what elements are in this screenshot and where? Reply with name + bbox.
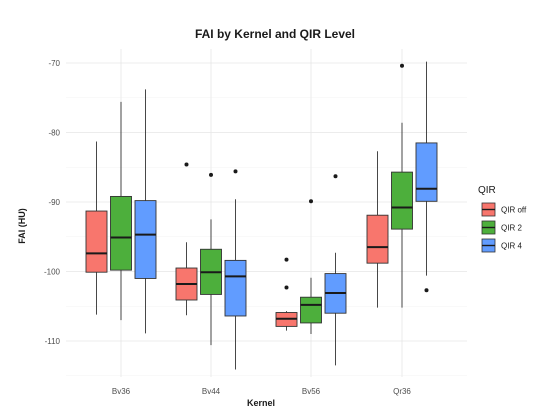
legend: QIR QIR off QIR 2 QIR 4 bbox=[478, 185, 527, 253]
box-qir-off-bv56 bbox=[275, 257, 298, 331]
y-tick-label: -110 bbox=[45, 337, 61, 346]
iqr-box bbox=[134, 200, 157, 279]
y-tick-label: -80 bbox=[48, 129, 60, 138]
y-tick-label: -100 bbox=[44, 268, 61, 277]
iqr-box bbox=[391, 171, 413, 230]
iqr-box bbox=[110, 195, 132, 271]
outlier-point bbox=[184, 162, 189, 167]
box-qir-4-bv44 bbox=[224, 169, 247, 370]
x-tick-label: Qr36 bbox=[393, 387, 411, 396]
legend-label: QIR 4 bbox=[501, 242, 522, 251]
outlier-point bbox=[333, 174, 338, 179]
outlier-point bbox=[209, 172, 213, 177]
box-qir-off-qr36 bbox=[366, 151, 389, 308]
outlier-point bbox=[424, 288, 429, 293]
box-qir-2-qr36 bbox=[391, 63, 413, 308]
legend-item-qir-4: QIR 4 bbox=[481, 238, 522, 253]
outlier-point bbox=[284, 285, 289, 290]
box-qir-off-bv44 bbox=[175, 162, 198, 316]
y-axis-ticks: -70 -80 -90 -100 -110 bbox=[44, 59, 61, 346]
box-qir-2-bv56 bbox=[300, 199, 322, 335]
iqr-box bbox=[366, 214, 389, 264]
y-tick-label: -70 bbox=[48, 59, 60, 68]
legend-label: QIR 2 bbox=[501, 224, 522, 233]
legend-item-qir-off: QIR off bbox=[481, 202, 527, 217]
y-axis-title: FAI (HU) bbox=[17, 208, 27, 244]
x-axis-title: Kernel bbox=[247, 398, 275, 408]
legend-title: QIR bbox=[478, 185, 496, 196]
x-tick-label: Bv56 bbox=[302, 387, 321, 396]
box-qir-4-bv36 bbox=[134, 89, 157, 334]
box-qir-4-qr36 bbox=[415, 61, 438, 293]
chart-title: FAI by Kernel and QIR Level bbox=[195, 27, 355, 41]
legend-item-qir-2: QIR 2 bbox=[481, 220, 522, 235]
outlier-point bbox=[309, 199, 313, 204]
box-groups bbox=[85, 61, 438, 370]
x-tick-label: Bv36 bbox=[112, 387, 131, 396]
iqr-box bbox=[415, 142, 438, 202]
box-qir-2-bv44 bbox=[200, 172, 222, 346]
y-tick-label: -90 bbox=[48, 198, 60, 207]
box-qir-4-bv56 bbox=[324, 174, 347, 366]
x-tick-label: Bv44 bbox=[202, 387, 221, 396]
iqr-box bbox=[300, 296, 322, 324]
legend-items: QIR off QIR 2 QIR 4 bbox=[481, 202, 527, 253]
iqr-box bbox=[224, 259, 247, 317]
box-qir-off-bv36 bbox=[85, 141, 108, 315]
legend-label: QIR off bbox=[501, 206, 527, 215]
iqr-box bbox=[85, 210, 108, 273]
outlier-point bbox=[233, 169, 238, 174]
x-axis-ticks: Bv36 Bv44 Bv56 Qr36 bbox=[112, 387, 412, 396]
outlier-point bbox=[400, 63, 404, 68]
box-qir-2-bv36 bbox=[110, 101, 132, 321]
outlier-point bbox=[284, 257, 289, 262]
